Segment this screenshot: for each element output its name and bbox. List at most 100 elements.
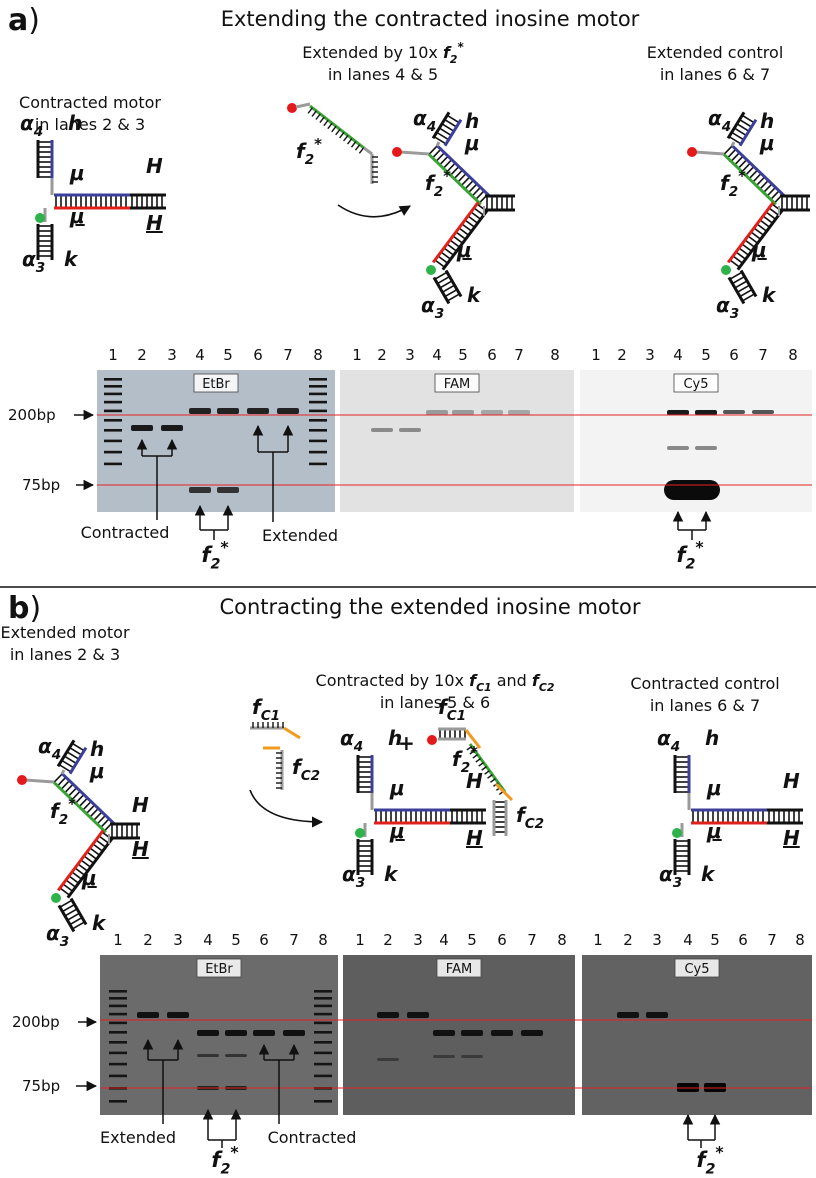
gel-annotation: Extended — [100, 1128, 176, 1147]
subscript: 3 — [435, 306, 444, 322]
label: μ — [464, 131, 480, 155]
gel-annotation: Contracted — [268, 1128, 357, 1147]
stroke — [435, 141, 441, 147]
stroke — [59, 887, 71, 896]
subscript: 4 — [353, 739, 363, 755]
subscript: 2 — [305, 152, 314, 168]
gel-band — [217, 487, 239, 493]
diagram-caption: in lanes 6 & 7 — [660, 65, 770, 84]
stroke — [59, 899, 73, 908]
ladder-band — [109, 1074, 127, 1078]
stroke — [741, 162, 751, 173]
subscript: 4 — [670, 739, 680, 755]
text-run: α — [716, 293, 730, 317]
stroke — [732, 275, 745, 285]
text-run: f — [516, 803, 527, 827]
text-run: Extended by 10x — [302, 43, 443, 62]
stroke — [449, 166, 460, 176]
text-run: H — [783, 769, 800, 793]
text-run: + — [398, 731, 415, 755]
stroke — [762, 215, 774, 224]
ladder-band — [314, 1031, 332, 1034]
gel-band — [225, 1030, 247, 1036]
label: μ — [706, 819, 722, 843]
panel-label: b) — [8, 591, 41, 626]
stroke — [694, 150, 725, 156]
stroke — [307, 107, 313, 114]
stain-box — [436, 958, 482, 978]
stroke — [67, 912, 80, 921]
lane-number: 8 — [550, 346, 560, 364]
dye-dot — [721, 265, 731, 275]
text-run: Contracted by 10x — [316, 671, 470, 690]
text-run: μ — [464, 131, 480, 155]
label: h — [68, 111, 82, 135]
gel-band — [617, 1012, 639, 1018]
stroke — [472, 753, 479, 759]
stroke — [759, 219, 771, 228]
lane-number: 7 — [289, 931, 299, 949]
stroke — [726, 111, 746, 140]
ladder-band — [314, 1100, 332, 1103]
ladder-band — [314, 1004, 332, 1008]
label: fC1 — [438, 695, 466, 724]
stroke — [432, 276, 451, 305]
dye-dot — [355, 828, 365, 838]
text-run: in lanes 4 & 5 — [328, 65, 438, 84]
stroke — [309, 104, 365, 150]
text-run: μ — [759, 131, 775, 155]
label: μ — [389, 819, 405, 843]
stroke — [438, 127, 452, 137]
text-run: Extended control — [647, 43, 784, 62]
stroke — [65, 879, 77, 888]
superscript: * — [457, 40, 464, 54]
label: μ — [69, 161, 85, 185]
stroke — [435, 152, 446, 162]
lane-number: 2 — [383, 931, 393, 949]
ladder-band — [309, 400, 327, 404]
label: fC1 — [252, 695, 280, 724]
diagram-caption: Contracted motor — [19, 93, 161, 112]
stroke — [442, 284, 455, 293]
lane-number: 6 — [729, 346, 739, 364]
gel-band — [253, 1030, 275, 1036]
lane-number: 6 — [259, 931, 269, 949]
stroke — [434, 259, 446, 268]
stroke — [69, 746, 82, 756]
stroke — [446, 243, 458, 252]
lane-number: 6 — [253, 346, 263, 364]
label: H — [146, 154, 163, 178]
lane-number: 1 — [591, 346, 601, 364]
gel-band — [137, 1012, 159, 1018]
stroke — [750, 231, 762, 240]
text-run: μ — [456, 238, 472, 262]
ladder-band — [309, 409, 327, 413]
text-run: H — [146, 211, 163, 235]
stroke — [444, 269, 463, 298]
gel-band — [695, 410, 717, 415]
stroke — [481, 766, 487, 771]
stroke — [96, 814, 107, 825]
text-run: α — [22, 247, 36, 271]
label: α4 — [657, 726, 680, 755]
subscript: 2 — [461, 760, 470, 776]
ladder-band — [314, 1041, 332, 1044]
dye-dot — [51, 893, 61, 903]
stroke — [346, 138, 353, 145]
ladder-band — [104, 385, 122, 388]
stroke — [759, 179, 769, 190]
stroke — [464, 729, 482, 749]
text-run: f — [425, 171, 436, 195]
label: μ — [759, 131, 775, 155]
lane-number: 4 — [683, 931, 693, 949]
stroke — [763, 183, 773, 194]
diagram-caption: in lanes 4 & 5 — [328, 65, 438, 84]
stroke — [64, 783, 74, 794]
stroke — [727, 201, 775, 264]
stroke — [58, 763, 72, 773]
panel-label: a) — [8, 3, 40, 38]
stroke — [100, 818, 110, 829]
label: k — [92, 911, 107, 935]
text-run: f — [292, 755, 303, 779]
ladder-band — [314, 1051, 332, 1055]
